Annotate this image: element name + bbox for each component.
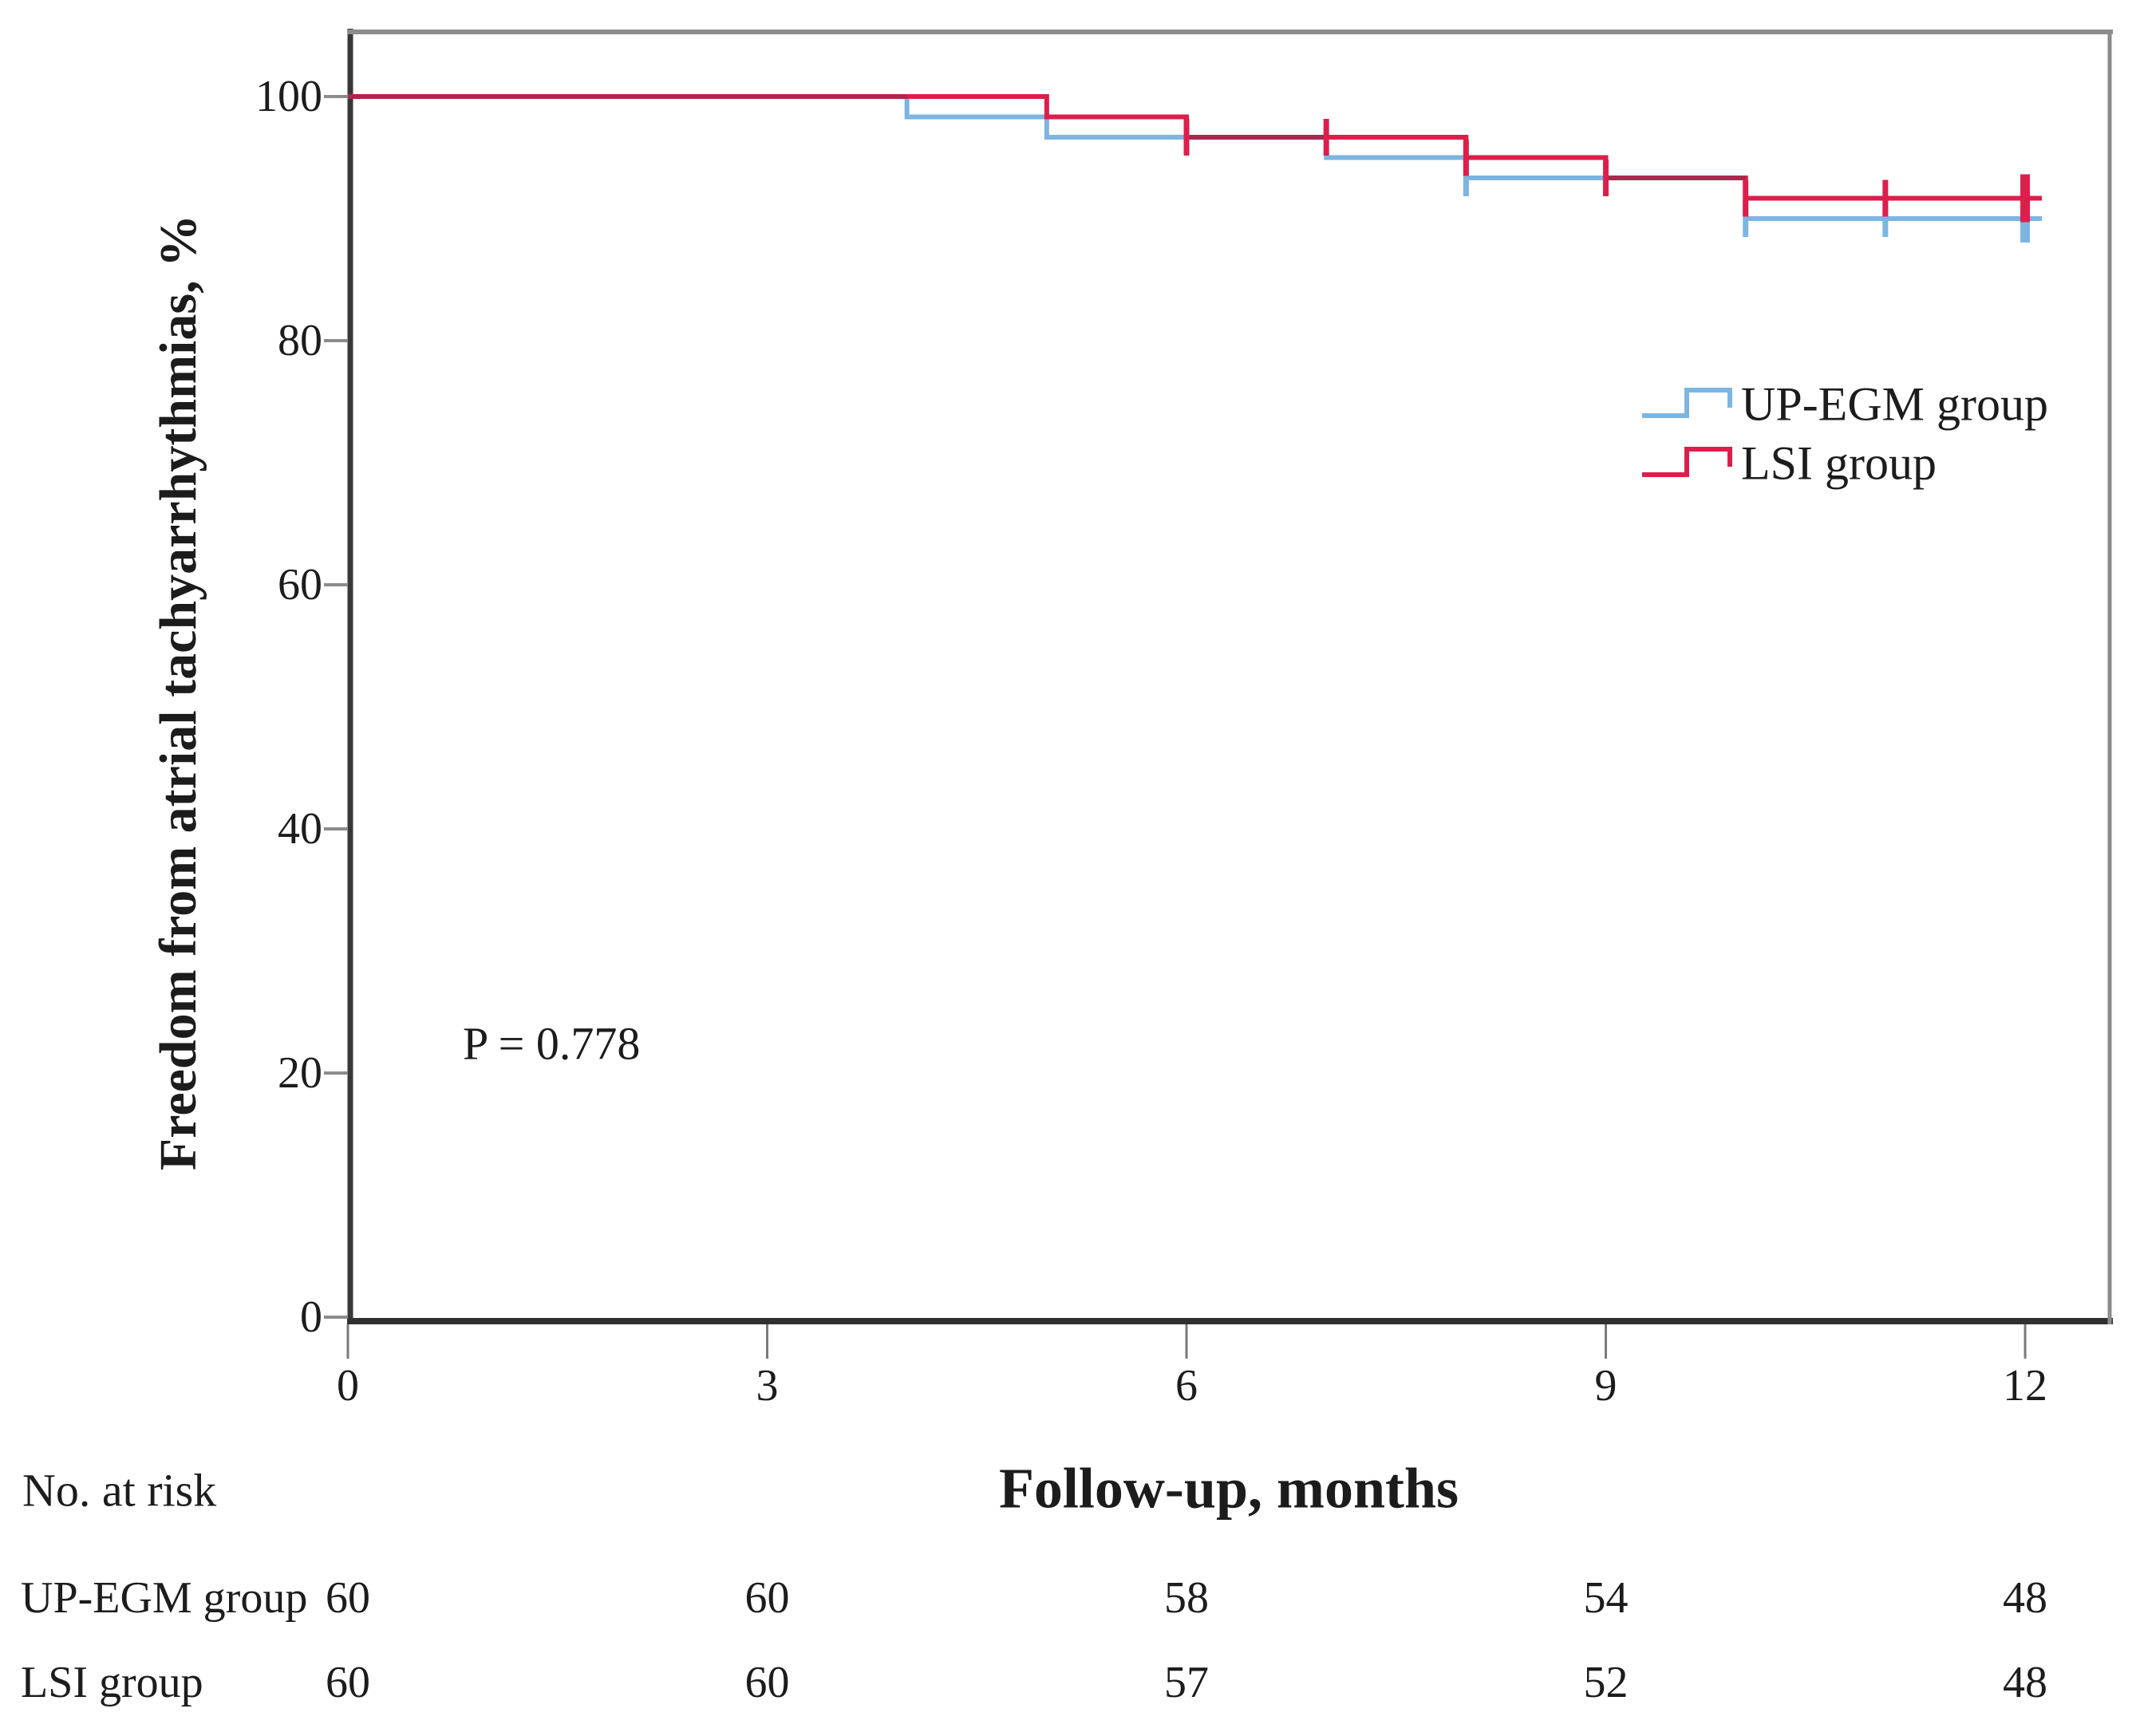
risk-count-lsi: 52 xyxy=(1583,1658,1629,1707)
y-tick-label: 40 xyxy=(278,804,322,854)
y-tick-label: 0 xyxy=(300,1292,322,1342)
risk-count-lsi: 60 xyxy=(326,1658,370,1707)
risk-row-label-up-egm: UP-EGM group xyxy=(21,1573,308,1623)
legend-glyph-lsi xyxy=(1642,447,1732,477)
x-tick-label: 0 xyxy=(337,1361,359,1410)
risk-count-lsi: 60 xyxy=(744,1658,790,1707)
y-tick-label: 80 xyxy=(278,316,322,365)
x-tick-label: 9 xyxy=(1594,1361,1617,1410)
risk-count-lsi: 57 xyxy=(1164,1658,1210,1707)
y-tick-label: 100 xyxy=(255,72,322,121)
risk-count-up-egm: 54 xyxy=(1583,1573,1629,1623)
x-axis-title: Follow-up, months xyxy=(998,1456,1459,1521)
p-value-annotation: P = 0.778 xyxy=(463,1017,641,1070)
x-tick-label: 12 xyxy=(2003,1361,2048,1410)
y-tick-label: 20 xyxy=(278,1048,322,1098)
risk-count-up-egm: 60 xyxy=(744,1573,790,1623)
risk-count-up-egm: 48 xyxy=(2003,1573,2048,1623)
km-curve-lsi xyxy=(348,94,2043,201)
risk-count-lsi: 48 xyxy=(2003,1658,2048,1707)
y-tick-label: 60 xyxy=(278,560,322,610)
legend-label-lsi: LSI group xyxy=(1741,436,1937,490)
risk-row-label-lsi: LSI group xyxy=(21,1658,203,1707)
risk-count-up-egm: 58 xyxy=(1164,1573,1210,1623)
legend-glyph-up-egm xyxy=(1642,388,1732,418)
risk-count-up-egm: 60 xyxy=(326,1573,370,1623)
x-tick-label: 3 xyxy=(756,1361,779,1410)
legend-label-up-egm: UP-EGM group xyxy=(1741,377,2048,431)
risk-table-header: No. at risk xyxy=(22,1464,217,1517)
x-tick-label: 6 xyxy=(1175,1361,1198,1410)
